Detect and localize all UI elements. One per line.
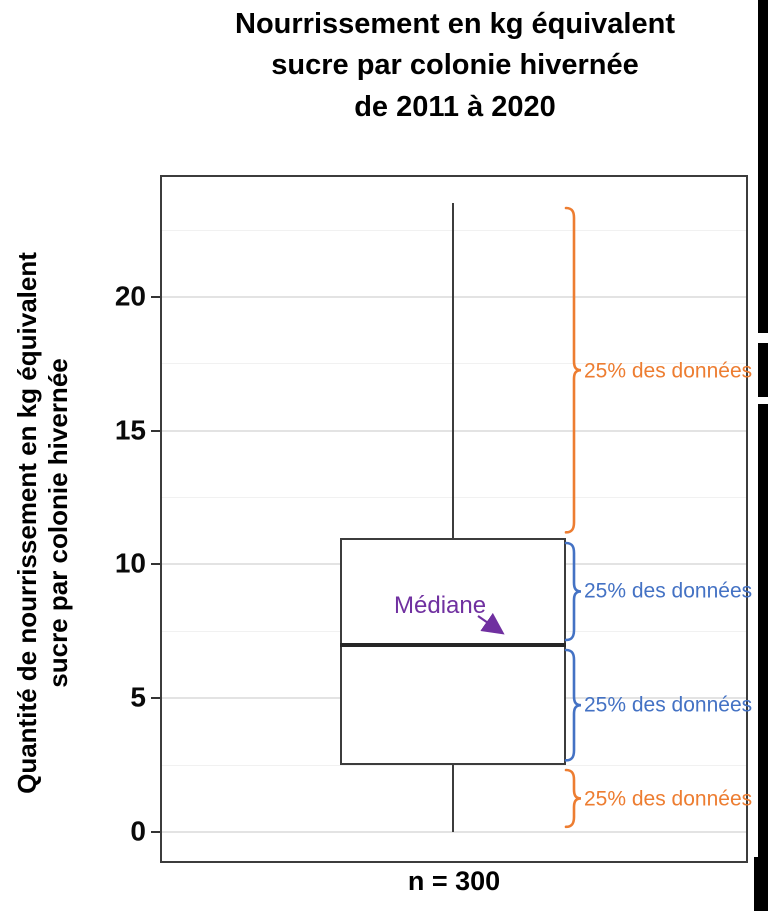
gridline-minor xyxy=(162,497,746,499)
y-tick-label: 10 xyxy=(114,547,146,579)
chart-title: Nourrissement en kg équivalent sucre par… xyxy=(235,8,675,123)
quartile-bracket-icon-3 xyxy=(564,648,582,762)
whisker-lower xyxy=(452,765,454,832)
box-iqr xyxy=(340,537,566,766)
median-annotation-arrow-icon xyxy=(477,612,505,635)
y-tick-label: 5 xyxy=(130,681,146,713)
y-tick-mark xyxy=(151,697,160,700)
edge-artifact-gap xyxy=(758,397,768,404)
gridline-major xyxy=(162,295,746,298)
quartile-bracket-icon-1 xyxy=(564,207,582,535)
y-tick-mark xyxy=(151,830,160,833)
whisker-upper xyxy=(452,203,454,538)
quartile-bracket-icon-4 xyxy=(564,768,582,829)
y-tick-label: 15 xyxy=(114,414,146,446)
median-annotation-label: Médiane xyxy=(394,592,487,619)
edge-artifact-gap xyxy=(758,333,768,343)
gridline-major xyxy=(162,830,746,833)
y-axis-label: Quantité de nourrissement en kg équivale… xyxy=(12,252,73,794)
quartile-bracket-label: 25% des données xyxy=(584,579,753,603)
median-line xyxy=(340,642,566,647)
quartile-bracket-label: 25% des données xyxy=(584,787,753,811)
plot-panel xyxy=(160,175,748,863)
quartile-bracket-icon-2 xyxy=(564,541,582,642)
right-edge-artifact-foot xyxy=(754,857,768,911)
gridline-minor xyxy=(162,764,746,766)
gridline-major xyxy=(162,429,746,432)
gridline-minor xyxy=(162,363,746,365)
quartile-bracket-label: 25% des données xyxy=(584,359,753,383)
gridline-minor xyxy=(162,229,746,231)
y-tick-label: 0 xyxy=(130,815,146,847)
y-tick-mark xyxy=(151,563,160,566)
y-tick-mark xyxy=(151,429,160,432)
y-tick-mark xyxy=(151,295,160,298)
right-edge-artifact xyxy=(758,0,768,911)
quartile-bracket-label: 25% des données xyxy=(584,693,753,717)
x-axis-sample-size: n = 300 xyxy=(407,866,501,896)
y-tick-label: 20 xyxy=(114,280,146,312)
